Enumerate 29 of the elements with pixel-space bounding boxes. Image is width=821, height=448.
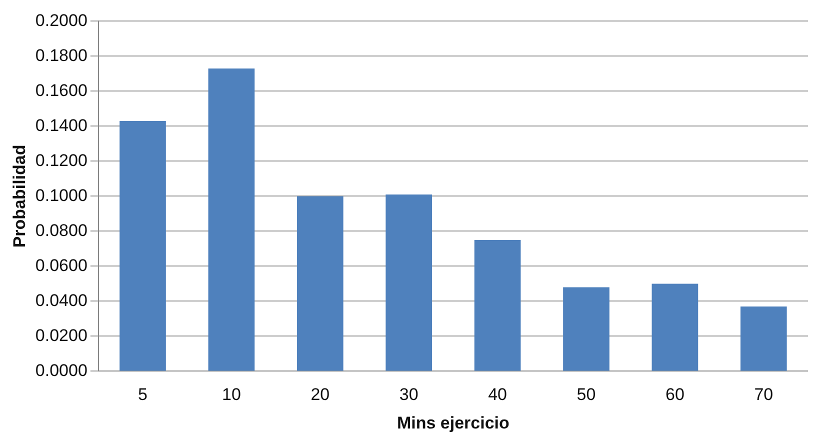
y-tick-label: 0.0800 [35, 220, 88, 240]
y-tick-label: 0.1800 [35, 46, 88, 65]
bar [296, 196, 344, 371]
x-tick-label: 5 [138, 385, 148, 404]
y-tick-label: 0.0000 [35, 360, 88, 380]
y-tick-label: 0.0400 [35, 290, 88, 310]
bar [386, 194, 432, 371]
y-tick-label: 0.1000 [35, 186, 88, 205]
y-tick-label: 0.1200 [35, 150, 88, 170]
y-tick-label: 0.0200 [35, 326, 88, 345]
x-tick-label: 40 [488, 385, 508, 404]
y-tick-label: 0.2000 [35, 10, 88, 30]
bar [120, 120, 166, 371]
y-tick-label: 0.1400 [35, 116, 88, 135]
y-tick-label: 0.1600 [35, 80, 88, 100]
x-axis-title: Mins ejercicio [396, 413, 510, 432]
bar [474, 240, 521, 371]
x-tick-label: 70 [754, 385, 774, 404]
bar [740, 306, 787, 371]
x-tick-label: 20 [310, 385, 330, 404]
x-tick-label: 10 [222, 385, 241, 404]
x-tick-label: 30 [399, 385, 418, 404]
y-tick-label: 0.0600 [35, 256, 88, 275]
bar [208, 68, 255, 371]
x-tick-label: 50 [576, 385, 596, 404]
bar [563, 287, 610, 371]
y-axis-title: Probabilidad [10, 144, 29, 248]
bar [652, 284, 698, 371]
x-tick-label: 60 [665, 385, 684, 404]
